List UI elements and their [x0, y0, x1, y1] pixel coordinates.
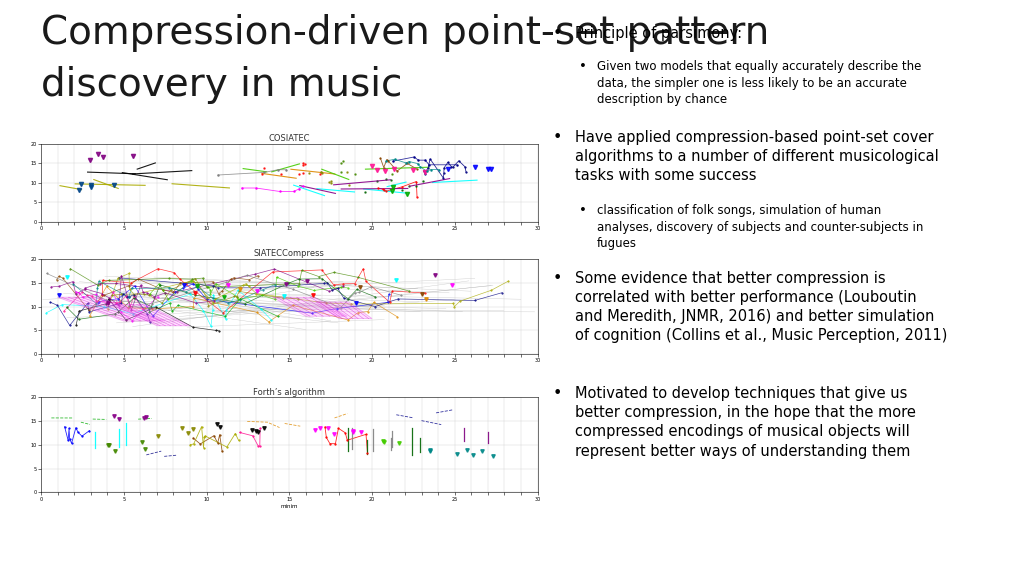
Text: •: •: [579, 204, 587, 218]
Text: Compression-driven point-set pattern: Compression-driven point-set pattern: [41, 14, 769, 52]
Polygon shape: [272, 297, 347, 316]
Text: •: •: [579, 60, 587, 74]
Polygon shape: [57, 297, 165, 321]
Text: discovery in music: discovery in music: [41, 66, 402, 104]
Title: Forth’s algorithm: Forth’s algorithm: [253, 388, 326, 397]
Text: Motivated to develop techniques that give us
better compression, in the hope tha: Motivated to develop techniques that giv…: [575, 386, 916, 458]
Title: SIATECCompress: SIATECCompress: [254, 249, 325, 259]
X-axis label: minim: minim: [281, 505, 298, 509]
Text: •: •: [553, 386, 562, 401]
Title: COSIATEC: COSIATEC: [268, 134, 310, 143]
Polygon shape: [113, 304, 190, 326]
Text: •: •: [553, 271, 562, 286]
Polygon shape: [315, 302, 372, 319]
Text: Have applied compression-based point-set cover
algorithms to a number of differe: Have applied compression-based point-set…: [575, 130, 939, 183]
Text: Some evidence that better compression is
correlated with better performance (Lou: Some evidence that better compression is…: [575, 271, 948, 343]
Text: •: •: [553, 130, 562, 145]
Text: Given two models that equally accurately describe the
data, the simpler one is l: Given two models that equally accurately…: [597, 60, 922, 107]
Text: classification of folk songs, simulation of human
analyses, discovery of subject: classification of folk songs, simulation…: [597, 204, 924, 251]
Text: •: •: [553, 26, 562, 41]
Text: Principle of parsimony:: Principle of parsimony:: [575, 26, 742, 41]
